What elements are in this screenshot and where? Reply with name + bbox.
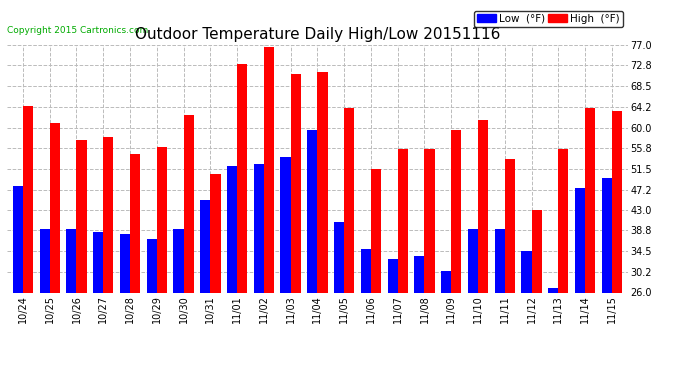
Bar xyxy=(173,230,184,375)
Bar xyxy=(120,234,130,375)
Bar xyxy=(317,72,328,375)
Bar xyxy=(146,239,157,375)
Bar xyxy=(157,147,167,375)
Bar xyxy=(307,130,317,375)
Bar xyxy=(200,200,210,375)
Bar xyxy=(371,169,381,375)
Bar xyxy=(478,120,488,375)
Bar xyxy=(13,186,23,375)
Bar xyxy=(254,164,264,375)
Text: Copyright 2015 Cartronics.com: Copyright 2015 Cartronics.com xyxy=(7,26,148,35)
Bar xyxy=(397,149,408,375)
Bar xyxy=(575,188,585,375)
Bar xyxy=(344,108,355,375)
Bar xyxy=(602,178,612,375)
Title: Outdoor Temperature Daily High/Low 20151116: Outdoor Temperature Daily High/Low 20151… xyxy=(135,27,500,42)
Bar xyxy=(424,149,435,375)
Bar xyxy=(77,140,87,375)
Bar xyxy=(531,210,542,375)
Bar xyxy=(441,271,451,375)
Bar xyxy=(93,232,104,375)
Bar xyxy=(66,230,77,375)
Bar xyxy=(290,74,301,375)
Bar xyxy=(495,230,505,375)
Bar xyxy=(612,111,622,375)
Bar xyxy=(50,123,60,375)
Bar xyxy=(104,137,113,375)
Bar xyxy=(130,154,140,375)
Bar xyxy=(264,47,274,375)
Bar xyxy=(227,166,237,375)
Bar xyxy=(548,288,558,375)
Bar xyxy=(468,230,478,375)
Bar xyxy=(522,251,531,375)
Bar xyxy=(23,106,33,375)
Bar xyxy=(505,159,515,375)
Bar xyxy=(414,256,424,375)
Bar xyxy=(237,64,247,375)
Bar xyxy=(210,174,221,375)
Bar xyxy=(585,108,595,375)
Bar xyxy=(558,149,569,375)
Bar xyxy=(451,130,462,375)
Bar xyxy=(39,230,50,375)
Bar xyxy=(184,116,194,375)
Legend: Low  (°F), High  (°F): Low (°F), High (°F) xyxy=(474,10,622,27)
Bar xyxy=(334,222,344,375)
Bar xyxy=(280,157,290,375)
Bar xyxy=(388,258,397,375)
Bar xyxy=(361,249,371,375)
